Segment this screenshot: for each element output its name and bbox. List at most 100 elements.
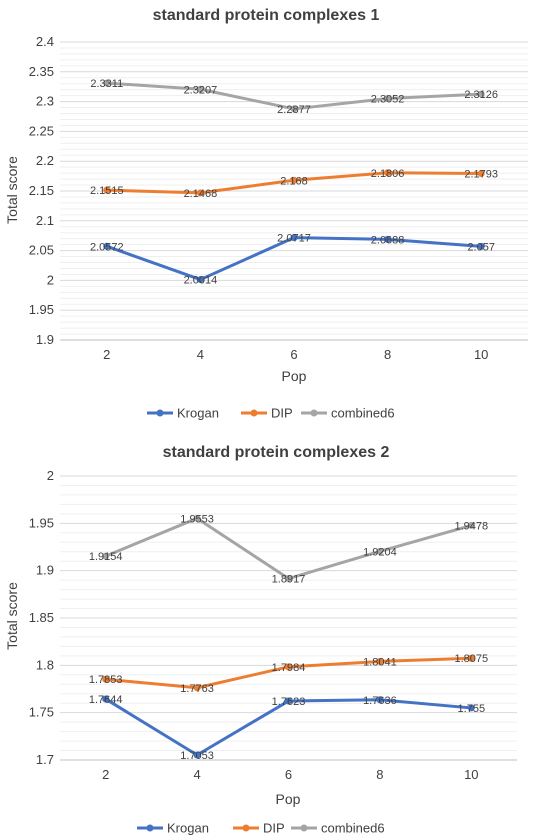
legend-label: DIP — [271, 406, 293, 421]
data-point-krogan — [290, 234, 298, 242]
y-tick-label: 1.9 — [36, 332, 54, 347]
chart-1-y-tick-labels: 1.9 1.95 2 2.05 2.1 2.15 2.2 2.25 2.3 2.35 2.4 — [29, 34, 54, 347]
chart-1-title: standard protein complexes 1 — [153, 7, 380, 24]
data-label: 1.7853 — [89, 674, 123, 686]
data-label: 1.7053 — [180, 750, 214, 762]
data-label: 1.7984 — [272, 662, 306, 674]
legend-swatch-marker — [250, 409, 258, 417]
legend-item-combined6: combined6 — [301, 406, 395, 421]
data-point-krogan — [477, 242, 485, 250]
data-point-combined6 — [477, 90, 485, 98]
chart-1-ylabel: Total score — [4, 156, 20, 224]
x-tick-label: 4 — [193, 767, 200, 782]
data-point-combined6 — [384, 95, 392, 103]
data-label: 2.0688 — [371, 234, 405, 246]
y-tick-label: 2.1 — [36, 213, 54, 228]
data-point-dip — [376, 657, 384, 665]
x-tick-label: 6 — [285, 767, 292, 782]
legend-swatch-marker — [156, 409, 164, 417]
legend-swatch-marker — [242, 824, 250, 832]
data-point-combined6 — [290, 105, 298, 113]
data-label: 2.3311 — [90, 78, 123, 90]
y-tick-label: 2.4 — [36, 34, 54, 49]
data-point-dip — [384, 169, 392, 177]
data-label: 1.8041 — [363, 656, 397, 668]
y-tick-label: 1.7 — [36, 752, 54, 767]
data-point-dip — [290, 176, 298, 184]
legend-label: Krogan — [167, 821, 209, 835]
y-tick-label: 2.05 — [29, 243, 54, 258]
x-tick-label: 10 — [474, 347, 488, 362]
y-tick-label: 1.95 — [29, 515, 54, 530]
legend-label: Krogan — [177, 406, 219, 421]
data-label: 1.9478 — [454, 520, 488, 532]
y-tick-label: 1.95 — [29, 302, 54, 317]
x-tick-label: 10 — [464, 767, 478, 782]
data-point-combined6 — [376, 547, 384, 555]
data-label: 1.7644 — [89, 694, 123, 706]
data-label: 2.1468 — [184, 188, 218, 200]
y-tick-label: 1.85 — [29, 610, 54, 625]
legend-swatch-marker — [310, 409, 318, 417]
data-point-dip — [196, 189, 204, 197]
data-point-krogan — [285, 697, 292, 705]
chart-2-ylabel: Total score — [4, 582, 20, 650]
chart-1-legend: Krogan DIP combined6 — [147, 406, 395, 421]
data-label: 2.2877 — [277, 104, 311, 116]
data-label: 2.3207 — [184, 84, 218, 96]
data-point-combined6 — [196, 85, 204, 93]
y-tick-label: 2.3 — [36, 94, 54, 109]
legend-label: combined6 — [321, 821, 385, 835]
x-tick-label: 2 — [102, 767, 109, 782]
data-label: 1.7636 — [363, 695, 397, 707]
x-tick-label: 4 — [197, 347, 204, 362]
chart-1-gridlines — [60, 41, 528, 341]
data-label: 2.0014 — [184, 275, 218, 287]
data-label: 1.8075 — [454, 653, 488, 665]
data-label: 2.168 — [280, 175, 308, 187]
data-label: 2.3126 — [464, 89, 498, 101]
legend-item-dip: DIP — [233, 821, 285, 835]
legend-item-dip: DIP — [241, 406, 293, 421]
chart-2-y-tick-labels: 1.7 1.75 1.8 1.85 1.9 1.95 2 — [29, 468, 54, 767]
data-point-combined6 — [285, 575, 292, 583]
data-label: 2.0717 — [277, 233, 311, 245]
data-point-dip — [102, 675, 110, 683]
data-point-dip — [193, 684, 201, 692]
legend-swatch-marker — [146, 824, 154, 832]
data-label: 2.0572 — [90, 241, 124, 253]
y-tick-label: 2 — [47, 272, 54, 287]
data-point-combined6 — [102, 552, 110, 560]
data-point-krogan — [376, 696, 384, 704]
data-point-krogan — [467, 704, 475, 712]
chart-1-x-tick-labels: 2 4 6 8 10 — [103, 347, 488, 362]
chart-1: standard protein complexes 1 Total score… — [4, 7, 528, 421]
data-label: 1.7763 — [180, 683, 214, 695]
legend-swatch-marker — [300, 824, 308, 832]
y-tick-label: 1.9 — [36, 563, 54, 578]
data-point-dip — [477, 170, 485, 178]
data-label: 2.1793 — [464, 169, 498, 181]
legend-label: DIP — [263, 821, 285, 835]
data-label: 1.755 — [458, 703, 486, 715]
y-tick-label: 2.35 — [29, 64, 54, 79]
data-label: 1.9553 — [180, 513, 214, 525]
y-tick-label: 2.25 — [29, 123, 54, 138]
data-point-krogan — [384, 235, 392, 243]
data-label: 2.3052 — [371, 94, 405, 106]
data-label: 1.8917 — [272, 574, 306, 586]
chart-2-legend: Krogan DIP combined6 — [137, 821, 385, 835]
data-point-krogan — [193, 751, 201, 759]
legend-item-combined6: combined6 — [291, 821, 385, 835]
chart-2-data-labels: 1.7644 1.7053 1.7623 1.7636 1.755 1.7853 1.776… — [89, 513, 488, 762]
data-point-krogan — [103, 242, 111, 250]
data-label: 2.1806 — [371, 168, 405, 180]
data-point-combined6 — [193, 514, 201, 522]
legend-item-krogan: Krogan — [147, 406, 219, 421]
x-tick-label: 6 — [290, 347, 297, 362]
y-tick-label: 2 — [47, 468, 54, 483]
chart-1-data-labels: 2.0572 2.0014 2.0717 2.0688 2.057 2.1515 2.146… — [90, 78, 498, 287]
data-label: 1.7623 — [272, 696, 306, 708]
